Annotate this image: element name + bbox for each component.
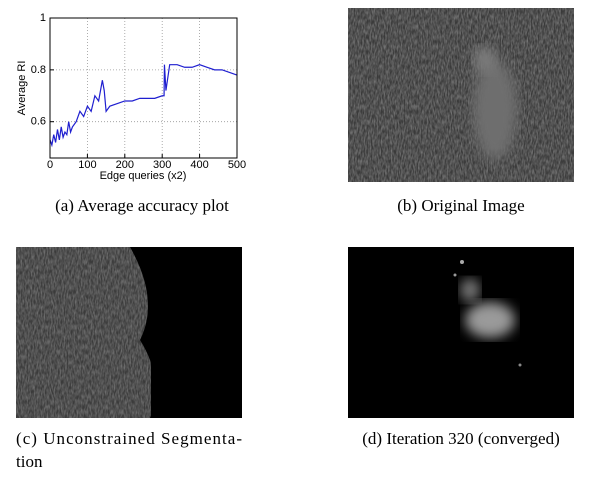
x-tick-label: 100 [78, 159, 96, 171]
x-tick-label: 400 [190, 159, 208, 171]
segmentation-image [16, 247, 242, 418]
x-axis-label: Edge queries (x2) [100, 170, 187, 182]
data-line [49, 64, 238, 148]
caption: (c) Unconstrained Segmenta- [16, 429, 242, 448]
y-tick-label: 0.8 [31, 64, 46, 76]
x-tick-label: 500 [228, 159, 246, 171]
x-tick-label: 200 [116, 159, 134, 171]
original-image [348, 8, 574, 182]
x-tick-label: 300 [153, 159, 171, 171]
caption: (a) Average accuracy plot [55, 196, 229, 215]
y-tick-label: 1 [40, 12, 46, 24]
caption: (b) Original Image [397, 196, 524, 215]
caption: tion [16, 452, 43, 471]
x-tick-label: 0 [47, 159, 53, 171]
y-axis-label: Average RI [16, 61, 28, 116]
plot-frame [49, 17, 238, 159]
caption: (d) Iteration 320 (converged) [362, 429, 559, 448]
plot-area [50, 18, 237, 158]
converged-image [348, 247, 574, 418]
y-tick-label: 0.6 [31, 116, 46, 128]
